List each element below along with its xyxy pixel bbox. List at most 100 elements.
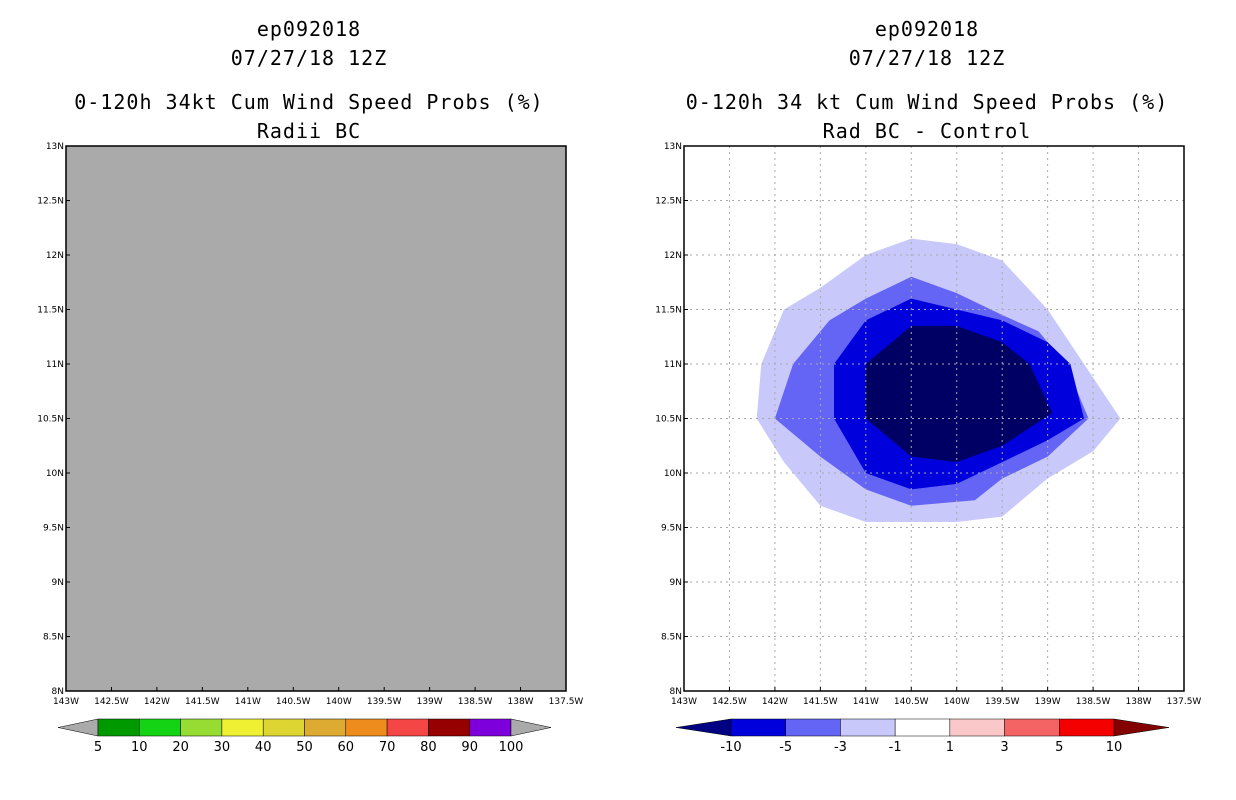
x-tick-label: 139.5W: [985, 697, 1020, 707]
right-panel: ep092018 07/27/18 12Z 0-120h 34 kt Cum W…: [618, 0, 1236, 800]
y-tick-label: 9N: [670, 578, 682, 588]
x-tick-label: 137.5W: [549, 697, 584, 707]
colorbar-label: -5: [779, 740, 792, 755]
y-tick-label: 8N: [670, 687, 682, 697]
colorbar-swatch: [97, 718, 140, 737]
colorbar-swatch: [345, 718, 388, 737]
y-tick-label: 12.5N: [655, 197, 682, 207]
colorbar-swatch: [180, 718, 223, 737]
y-tick-label: 11.5N: [37, 306, 64, 316]
colorbar-label: 1: [946, 740, 954, 755]
plot-area: [66, 146, 566, 691]
y-tick-label: 9.5N: [43, 524, 64, 534]
x-tick-label: 142W: [144, 697, 170, 707]
colorbar-swatch: [262, 718, 305, 737]
x-tick-label: 139.5W: [367, 697, 402, 707]
x-tick-label: 140.5W: [276, 697, 311, 707]
colorbar-label: 70: [379, 740, 396, 755]
colorbar-swatch: [894, 718, 951, 737]
colorbar-label: 50: [296, 740, 313, 755]
x-tick-label: 139W: [417, 697, 443, 707]
colorbar-swatch: [1004, 718, 1060, 737]
y-tick-label: 9.5N: [661, 524, 682, 534]
colorbar-swatch: [1059, 718, 1115, 737]
colorbar-left-arrow: [57, 718, 99, 737]
y-tick-label: 11N: [664, 360, 682, 370]
x-tick-label: 142.5W: [712, 697, 747, 707]
colorbar-label: 20: [172, 740, 189, 755]
x-tick-label: 140W: [326, 697, 352, 707]
right-storm-id: ep092018: [874, 17, 980, 41]
y-tick-label: 12N: [664, 251, 682, 261]
x-tick-label: 140.5W: [894, 697, 929, 707]
colorbar-label: 3: [1000, 740, 1008, 755]
colorbar-swatch: [139, 718, 181, 737]
x-tick-label: 141W: [853, 697, 879, 707]
y-tick-label: 8N: [52, 687, 64, 697]
y-tick-label: 10N: [664, 469, 682, 479]
y-tick-label: 8.5N: [661, 633, 682, 643]
colorbar-label: 30: [214, 740, 231, 755]
left-chart-svg: 143W 142.5W 142W 141.5W 141W 140.5W 140W 139.5W…: [37, 142, 584, 755]
left-panel: ep092018 07/27/18 12Z 0-120h 34kt Cum Wi…: [37, 17, 584, 755]
y-tick-label: 11.5N: [655, 306, 682, 316]
colorbar-swatch: [469, 718, 512, 737]
x-tick-label: 142W: [762, 697, 788, 707]
colorbar-swatch: [428, 718, 470, 737]
colorbar-left-arrow: [675, 718, 732, 737]
y-tick-label: 12N: [46, 251, 64, 261]
colorbar-swatch: [221, 718, 264, 737]
colorbar-label: -3: [834, 740, 847, 755]
colorbar-label: 60: [338, 740, 355, 755]
x-tick-label: 140W: [944, 697, 970, 707]
colorbar-swatch: [386, 718, 429, 737]
colorbar-swatch: [785, 718, 841, 737]
y-tick-label: 11N: [46, 360, 64, 370]
left-storm-id: ep092018: [256, 17, 362, 41]
colorbar-right-arrow: [1113, 718, 1170, 737]
y-tick-label: 10.5N: [37, 415, 64, 425]
colorbar-right-arrow: [510, 718, 552, 737]
colorbar-label: 5: [94, 740, 102, 755]
y-tick-label: 13N: [664, 142, 682, 152]
colorbar-label: 100: [499, 740, 524, 755]
x-tick-label: 143W: [671, 697, 697, 707]
colorbar-swatch: [304, 718, 347, 737]
colorbar-label: -1: [889, 740, 902, 755]
x-tick-label: 141W: [235, 697, 261, 707]
y-tick-label: 9N: [52, 578, 64, 588]
colorbar-label: 5: [1055, 740, 1063, 755]
right-date-label: 07/27/18 12Z: [848, 46, 1006, 70]
x-tick-label: 138.5W: [458, 697, 493, 707]
colorbar-label: 10: [1106, 740, 1123, 755]
x-tick-label: 143W: [53, 697, 79, 707]
colorbar-label: 80: [420, 740, 437, 755]
left-chart-title: 0-120h 34kt Cum Wind Speed Probs (%): [74, 90, 544, 114]
y-tick-label: 12.5N: [37, 197, 64, 207]
colorbar-swatch: [949, 718, 1005, 737]
x-tick-label: 138.5W: [1076, 697, 1111, 707]
x-tick-label: 137.5W: [1167, 697, 1202, 707]
colorbar-label: -10: [720, 740, 741, 755]
y-tick-label: 10.5N: [655, 415, 682, 425]
x-tick-label: 138W: [508, 697, 534, 707]
colorbar-swatch: [730, 718, 786, 737]
right-chart-svg: 143W 142.5W 142W 141.5W 141W 140.5W 140W 139.5W…: [655, 142, 1202, 755]
y-tick-label: 13N: [46, 142, 64, 152]
x-tick-label: 141.5W: [185, 697, 220, 707]
y-tick-label: 8.5N: [43, 633, 64, 643]
y-tick-label: 10N: [46, 469, 64, 479]
left-chart-subtitle: Radii BC: [256, 119, 362, 143]
x-tick-label: 139W: [1035, 697, 1061, 707]
colorbar-swatch: [840, 718, 896, 737]
colorbar-label: 10: [131, 740, 148, 755]
x-tick-label: 138W: [1126, 697, 1152, 707]
right-chart-subtitle: Rad BC - Control: [822, 119, 1032, 143]
colorbar-label: 40: [255, 740, 272, 755]
right-chart-title: 0-120h 34 kt Cum Wind Speed Probs (%): [685, 90, 1169, 114]
contour-4: [865, 325, 1053, 463]
x-tick-label: 142.5W: [94, 697, 129, 707]
left-date-label: 07/27/18 12Z: [230, 46, 388, 70]
x-tick-label: 141.5W: [803, 697, 838, 707]
colorbar-label: 90: [461, 740, 478, 755]
